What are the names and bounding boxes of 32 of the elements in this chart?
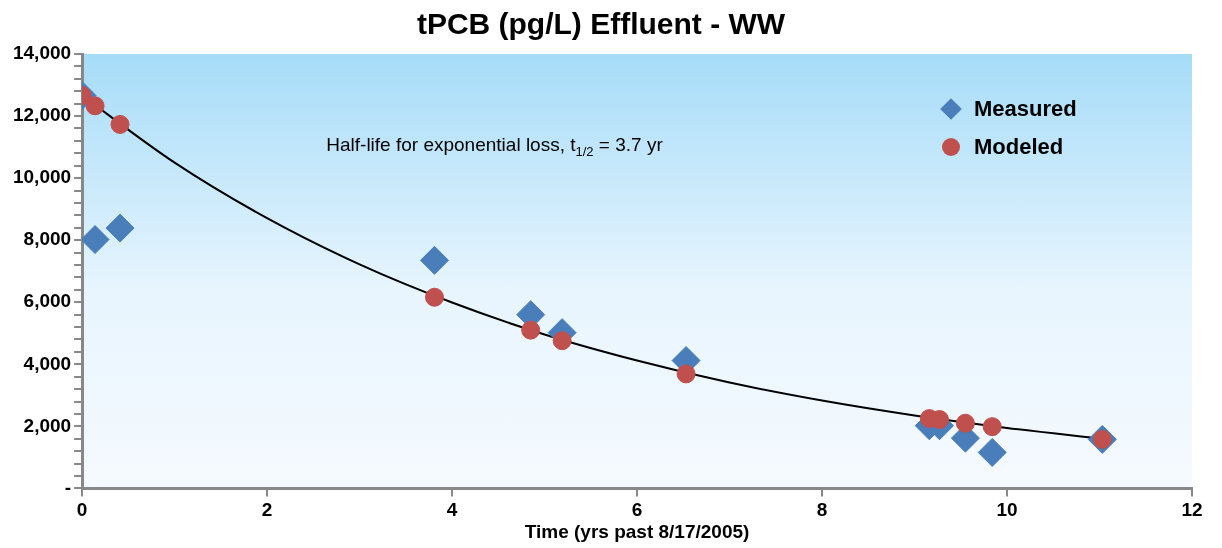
annotation: Half-life for exponential loss, t$_{1/2}$ = 3.7 yr <box>326 134 663 159</box>
x-tick-label: 4 <box>446 499 458 521</box>
point <box>521 320 541 340</box>
chart-title: tPCB (pg/L) Effluent - WW <box>416 7 786 41</box>
x-tick-label: 12 <box>1181 499 1203 521</box>
x-tick-label: 2 <box>261 499 273 521</box>
y-tick-label: 4,000 <box>23 352 72 374</box>
point <box>982 417 1002 437</box>
x-axis-title: Time (yrs past 8/17/2005) <box>524 520 750 542</box>
point <box>425 287 444 307</box>
point <box>420 245 449 275</box>
point <box>105 213 135 243</box>
point <box>955 413 975 433</box>
x-tick-label: 8 <box>816 499 828 521</box>
x-tick-label: 10 <box>996 499 1018 521</box>
point <box>676 364 696 384</box>
legend-label: Measured <box>974 96 1077 122</box>
y-tick-label: 10,000 <box>12 166 72 188</box>
point <box>82 225 110 255</box>
point <box>977 437 1007 467</box>
point <box>110 114 130 134</box>
x-tick-label: 0 <box>76 499 88 521</box>
y-tick-label: 14,000 <box>12 42 72 64</box>
legend-label: Modeled <box>974 134 1064 160</box>
y-tick-label: 6,000 <box>23 290 72 312</box>
y-tick-label: 8,000 <box>23 228 72 250</box>
y-tick-label: - <box>64 476 72 498</box>
y-tick-label: 12,000 <box>12 104 72 126</box>
point <box>552 331 572 351</box>
y-tick-label: 2,000 <box>23 414 72 436</box>
point <box>85 96 105 116</box>
x-tick-label: 6 <box>631 499 643 521</box>
